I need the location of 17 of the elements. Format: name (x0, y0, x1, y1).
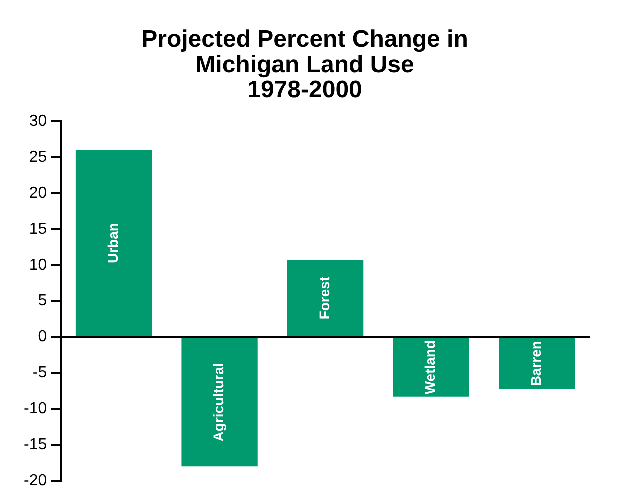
x-tick-label: Urban (104, 223, 121, 264)
y-tick-label: 15 (29, 220, 48, 238)
x-tick-label: Forest (316, 276, 332, 320)
y-tick-label: 10 (29, 256, 48, 274)
y-tick-label: -15 (24, 436, 48, 454)
chart-title: Projected Percent Change in Michigan Land Use 1978-2000 (142, 26, 468, 104)
y-tick-label: 20 (29, 184, 48, 202)
y-tick-label: 0 (38, 328, 48, 346)
y-tick-label: -20 (24, 472, 48, 490)
y-tick-label: -10 (24, 400, 48, 418)
x-tick-label: Wetland (422, 340, 438, 395)
y-tick-label: 5 (38, 292, 48, 310)
x-tick-label: Agricultural (210, 363, 227, 442)
y-tick-label: 30 (29, 113, 48, 130)
x-tick-label: Barren (528, 341, 544, 386)
y-tick-label: 25 (29, 148, 48, 166)
y-tick-label: -5 (32, 364, 48, 382)
